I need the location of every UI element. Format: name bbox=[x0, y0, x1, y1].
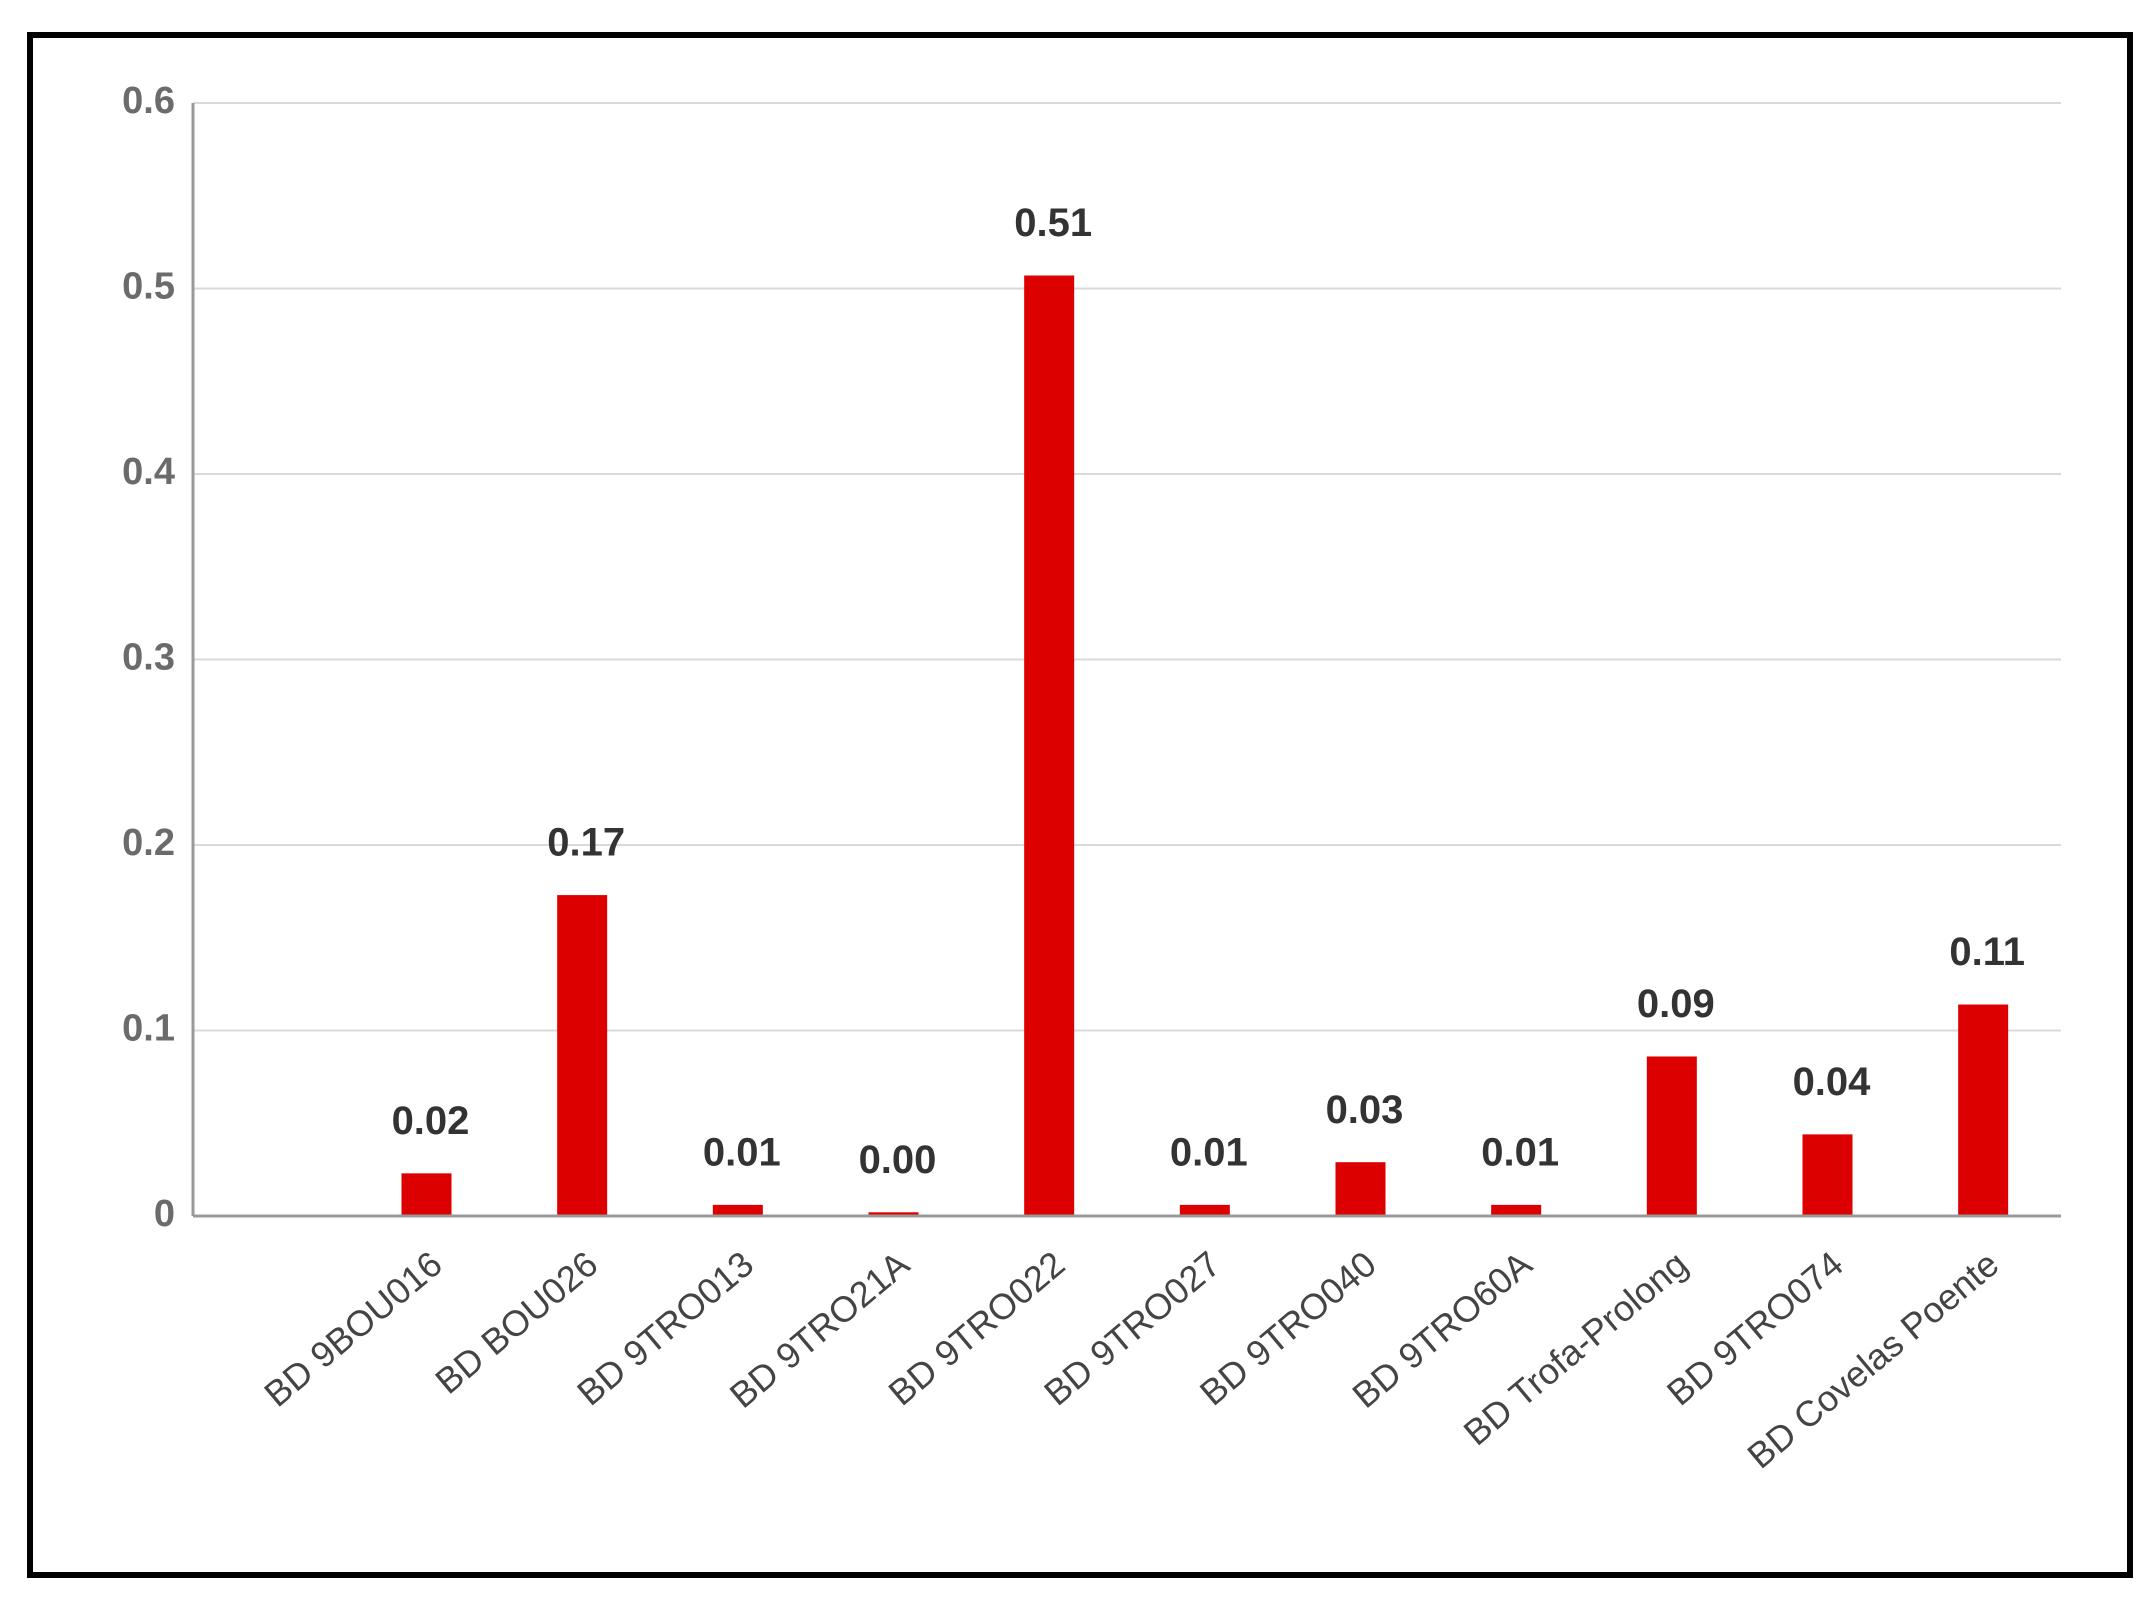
y-tick-label: 0.5 bbox=[122, 266, 175, 308]
data-label: 0.17 bbox=[547, 821, 625, 865]
data-label: 0.02 bbox=[392, 1099, 470, 1143]
data-label: 0.03 bbox=[1326, 1088, 1404, 1132]
y-tick-label: 0.6 bbox=[122, 80, 175, 122]
data-label: 0.51 bbox=[1014, 201, 1092, 245]
bar bbox=[1646, 1056, 1697, 1216]
y-tick-label: 0.1 bbox=[122, 1008, 175, 1050]
bar bbox=[1802, 1134, 1853, 1216]
data-label: 0.01 bbox=[1170, 1130, 1248, 1174]
y-tick-label: 0.3 bbox=[122, 637, 175, 679]
y-tick-label: 0.2 bbox=[122, 822, 175, 864]
bar bbox=[1179, 1204, 1230, 1216]
bar bbox=[868, 1212, 919, 1216]
bar bbox=[1335, 1162, 1386, 1216]
bar bbox=[1024, 275, 1075, 1216]
bar bbox=[1958, 1004, 2009, 1216]
bar bbox=[1491, 1204, 1542, 1216]
data-label: 0.00 bbox=[859, 1138, 937, 1182]
data-label: 0.01 bbox=[1481, 1130, 1559, 1174]
data-label: 0.11 bbox=[1949, 930, 2025, 974]
bar bbox=[401, 1173, 452, 1216]
data-label: 0.01 bbox=[703, 1130, 781, 1174]
bar bbox=[712, 1204, 763, 1216]
data-label: 0.04 bbox=[1793, 1060, 1872, 1104]
y-tick-label: 0.4 bbox=[122, 451, 175, 493]
data-label: 0.09 bbox=[1637, 982, 1715, 1026]
y-tick-label: 0 bbox=[154, 1193, 175, 1235]
bar bbox=[557, 895, 608, 1216]
frame bbox=[27, 32, 2133, 1578]
